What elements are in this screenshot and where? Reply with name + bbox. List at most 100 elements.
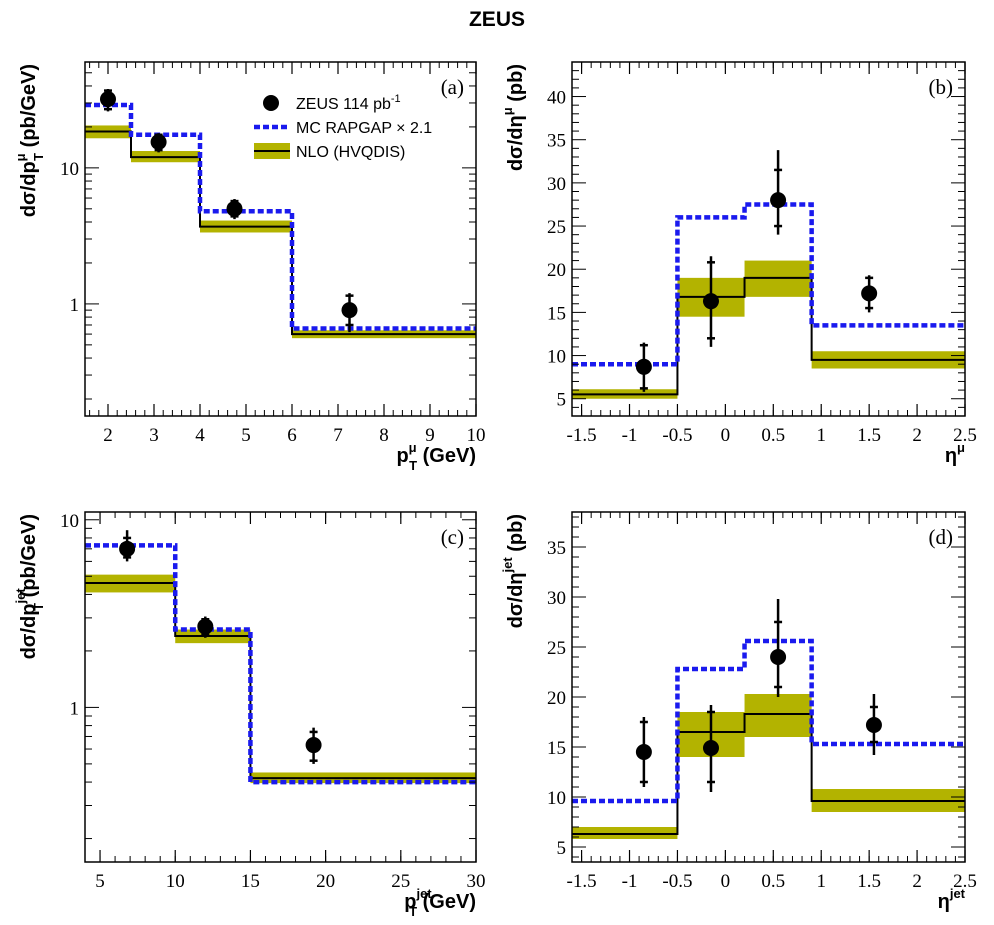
data-point	[305, 737, 322, 754]
data-point	[770, 649, 787, 665]
x-axis-label-sup: jet	[949, 886, 966, 901]
y-axis-label: dσ/dpμ T (pb/GeV)	[13, 64, 46, 217]
x-tick-label: 5	[241, 425, 251, 446]
x-tick-label: 0.5	[761, 871, 785, 892]
x-axis-label-main: η	[938, 891, 950, 913]
data-point	[865, 717, 882, 733]
data-point	[635, 358, 652, 375]
y-tick-label: 5	[557, 838, 567, 859]
data-point	[150, 133, 167, 150]
x-axis-label: pμ T (GeV)	[396, 440, 476, 473]
y-axis-label-sup: μ	[13, 153, 28, 161]
x-tick-label: 25	[391, 871, 410, 892]
x-tick-label: 0	[721, 425, 731, 446]
y-axis-label-sup: μ	[500, 107, 515, 115]
y-axis-label-sup: jet	[500, 557, 515, 574]
y-axis-label-sub: T	[31, 153, 46, 161]
legend: ZEUS 114 pb-1 MC RAPGAP × 2.1 NLO (HVQDIS)	[254, 93, 432, 161]
x-tick-label: 8	[379, 425, 389, 446]
y-axis-label-tail: (pb)	[505, 514, 527, 557]
data-point	[119, 540, 136, 557]
x-tick-label: 1	[816, 871, 826, 892]
x-axis-label-sup: μ	[957, 440, 965, 455]
y-tick-label: 35	[547, 131, 566, 152]
legend-data-text: ZEUS 114 pb	[296, 96, 391, 113]
y-tick-label: 10	[60, 511, 79, 532]
mc-dashed-line	[85, 543, 476, 785]
x-tick-label: -1.5	[567, 871, 597, 892]
y-tick-label: 35	[547, 538, 566, 559]
panel-tag: (d)	[929, 525, 954, 549]
y-axis-label: dσ/dηjet (pb)	[500, 514, 527, 628]
x-axis-label: ημ	[945, 440, 965, 467]
x-axis-label: ηjet	[938, 886, 966, 913]
x-tick-label: 2.5	[953, 871, 977, 892]
data-point	[702, 740, 719, 756]
y-tick-label: 10	[547, 347, 566, 368]
y-axis-label-tail: (pb/GeV)	[18, 64, 40, 153]
y-axis-label: dσ/dημ (pb)	[500, 64, 527, 171]
panel-b: -1.5 -1 -0.5 0 0.5 1 1.5 2 2.5 5 10 15 20 25 30 35 40 (b)…	[500, 61, 977, 467]
y-axis-label-main: dσ/dp	[18, 604, 40, 660]
y-axis-label-tail: (pb/GeV)	[18, 514, 40, 603]
y-tick-label: 15	[547, 303, 566, 324]
y-tick-label: 5	[557, 390, 567, 411]
y-tick-label: 20	[547, 260, 566, 281]
x-tick-label: -1.5	[567, 425, 597, 446]
plot-frame	[571, 61, 966, 417]
data-point	[861, 285, 878, 302]
x-tick-label: -0.5	[662, 425, 692, 446]
data-point	[197, 618, 214, 635]
x-axis-label-main: p	[404, 891, 416, 913]
x-tick-label: 3	[149, 425, 159, 446]
legend-data-marker	[263, 95, 279, 111]
panel-tag: (b)	[929, 75, 954, 99]
legend-data-sup: -1	[391, 93, 401, 105]
nlo-central-line	[572, 713, 965, 835]
x-axis-label-main: η	[945, 445, 957, 467]
y-axis-label-main: dσ/dη	[505, 572, 527, 628]
data-point	[770, 192, 787, 209]
x-tick-label: 2.5	[953, 425, 977, 446]
y-tick-label: 30	[547, 174, 566, 195]
data-point	[341, 302, 358, 319]
x-axis-label-sup: jet	[415, 886, 432, 901]
y-axis-label-sub: T	[31, 603, 46, 611]
mc-dashed-line	[85, 102, 476, 331]
x-tick-label: 2	[912, 871, 922, 892]
x-tick-label: 15	[241, 871, 260, 892]
data-point	[100, 91, 116, 108]
legend-mc-label: MC RAPGAP × 2.1	[296, 120, 432, 137]
legend-data-label: ZEUS 114 pb-1	[296, 93, 401, 113]
x-tick-label: 9	[425, 425, 435, 446]
nlo-central-line	[85, 582, 476, 780]
x-tick-label: 7	[333, 425, 343, 446]
x-tick-label: 1.5	[857, 871, 881, 892]
legend-nlo-label: NLO (HVQDIS)	[296, 144, 405, 161]
mc-dashed-line	[572, 202, 965, 367]
y-tick-label: 10	[60, 159, 79, 180]
y-tick-label: 25	[547, 217, 566, 238]
mc-dashed-line	[572, 638, 965, 804]
y-axis-label-tail: (pb)	[505, 64, 527, 107]
y-tick-label: 25	[547, 638, 566, 659]
x-axis-label-main: p	[396, 445, 408, 467]
x-axis-label-sub: T	[409, 458, 417, 473]
x-tick-label: -0.5	[662, 871, 692, 892]
x-tick-label: 0	[721, 871, 731, 892]
x-axis-label: pjet T (GeV)	[404, 886, 476, 919]
x-axis-label-tail: (GeV)	[417, 891, 476, 913]
y-axis-label-main: dσ/dp	[18, 161, 40, 217]
data-point	[702, 293, 719, 310]
x-tick-label: 1	[816, 425, 826, 446]
y-tick-label: 20	[547, 688, 566, 709]
x-tick-label: 1.5	[857, 425, 881, 446]
data-point	[635, 744, 652, 760]
plot-frame	[84, 511, 477, 863]
x-tick-label: 20	[316, 871, 335, 892]
data-point	[226, 200, 243, 217]
x-tick-label: 30	[467, 871, 486, 892]
